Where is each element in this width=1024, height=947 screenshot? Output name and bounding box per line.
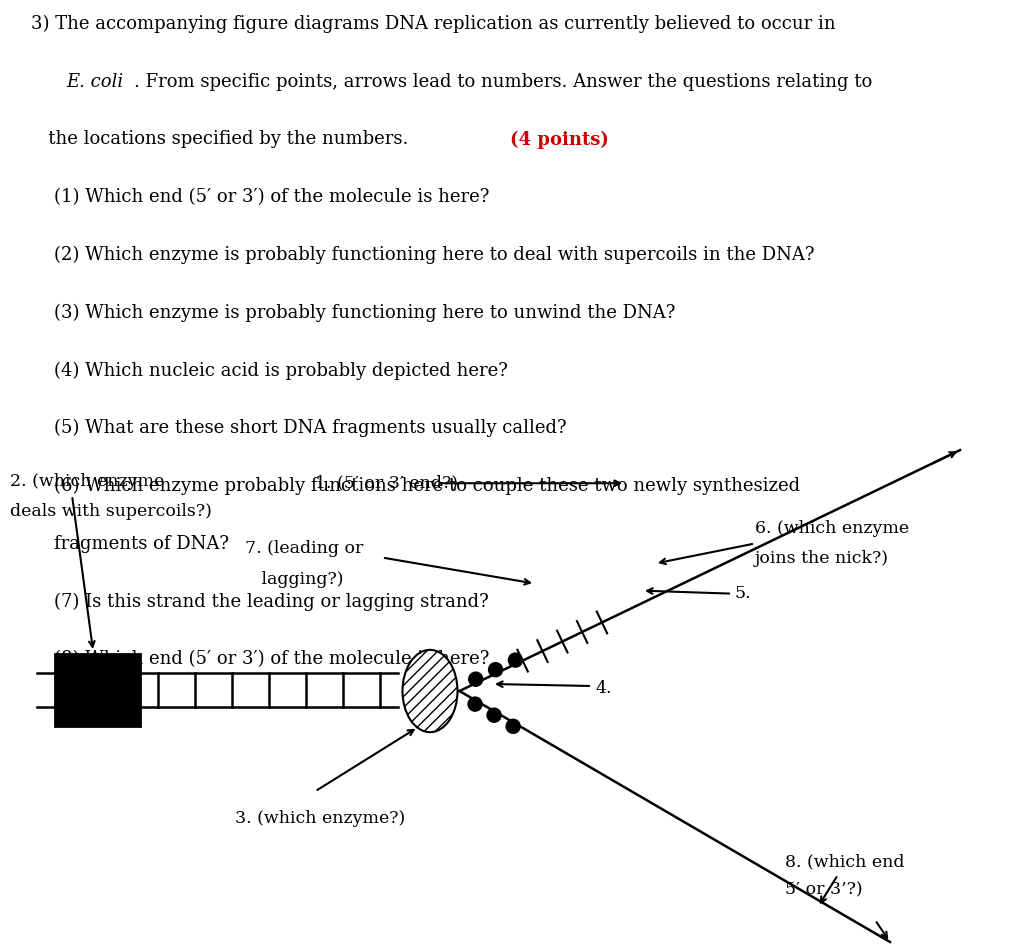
Circle shape — [506, 720, 520, 733]
Text: . From specific points, arrows lead to numbers. Answer the questions relating to: . From specific points, arrows lead to n… — [134, 73, 872, 91]
Text: (4) Which nucleic acid is probably depicted here?: (4) Which nucleic acid is probably depic… — [31, 362, 508, 380]
Text: E. coli: E. coli — [67, 73, 124, 91]
Text: 3. (which enzyme?): 3. (which enzyme?) — [234, 810, 406, 827]
Circle shape — [469, 672, 482, 687]
Text: lagging?): lagging?) — [245, 570, 343, 587]
Ellipse shape — [402, 650, 458, 732]
Text: 3) The accompanying figure diagrams DNA replication as currently believed to occ: 3) The accompanying figure diagrams DNA … — [31, 15, 836, 33]
Text: 5′ or 3’?): 5′ or 3’?) — [785, 882, 862, 899]
Text: (5) What are these short DNA fragments usually called?: (5) What are these short DNA fragments u… — [31, 420, 566, 438]
Circle shape — [487, 708, 501, 723]
Text: (2) Which enzyme is probably functioning here to deal with supercoils in the DNA: (2) Which enzyme is probably functioning… — [31, 246, 814, 264]
Text: (6) Which enzyme probably functions here to couple these two newly synthesized: (6) Which enzyme probably functions here… — [31, 477, 800, 495]
Text: (1) Which end (5′ or 3′) of the molecule is here?: (1) Which end (5′ or 3′) of the molecule… — [31, 188, 489, 206]
Bar — [55, 653, 140, 726]
Text: the locations specified by the numbers.: the locations specified by the numbers. — [31, 131, 414, 149]
Text: (4 points): (4 points) — [510, 131, 609, 149]
Text: 6. (which enzyme: 6. (which enzyme — [755, 520, 909, 537]
Text: 8. (which end: 8. (which end — [785, 853, 904, 870]
Text: (8) Which end (5′ or 3′) of the molecule is here?: (8) Which end (5′ or 3′) of the molecule… — [31, 650, 489, 668]
Text: fragments of DNA?: fragments of DNA? — [31, 534, 228, 552]
Text: 7. (leading or: 7. (leading or — [245, 541, 364, 558]
Text: (3) Which enzyme is probably functioning here to unwind the DNA?: (3) Which enzyme is probably functioning… — [31, 304, 675, 322]
Text: (7) Is this strand the leading or lagging strand?: (7) Is this strand the leading or laggin… — [31, 592, 488, 611]
Text: 1. (5′ or 3′ end?): 1. (5′ or 3′ end?) — [315, 474, 458, 491]
Circle shape — [468, 697, 482, 711]
Text: 5.: 5. — [735, 585, 752, 602]
Circle shape — [488, 663, 503, 677]
Text: deals with supercoils?): deals with supercoils?) — [10, 503, 212, 520]
Text: 2. (which enzyme: 2. (which enzyme — [10, 474, 164, 491]
Circle shape — [508, 653, 522, 667]
Text: joins the nick?): joins the nick?) — [755, 550, 889, 567]
Text: 4.: 4. — [595, 680, 611, 696]
